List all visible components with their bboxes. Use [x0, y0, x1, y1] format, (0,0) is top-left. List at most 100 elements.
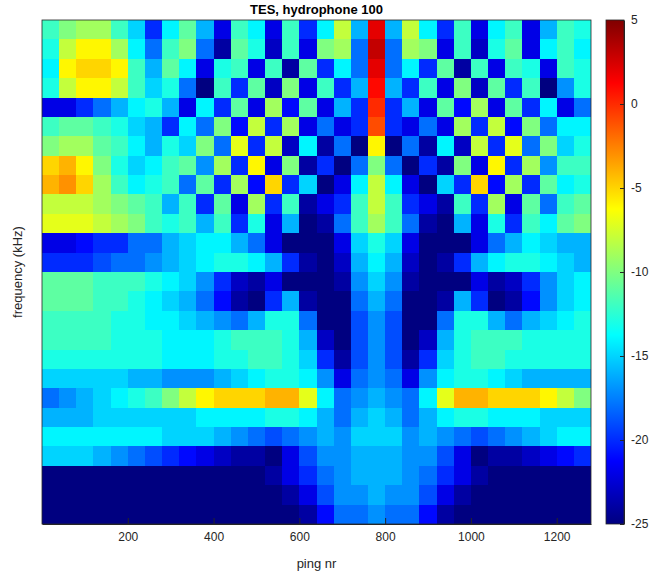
heatmap-cell — [265, 311, 283, 331]
colorbar-tick: -20 — [620, 433, 649, 447]
heatmap-cell — [437, 505, 455, 524]
heatmap-cell — [471, 311, 489, 331]
tick-mark — [214, 518, 215, 524]
heatmap-cell — [557, 136, 575, 156]
heatmap-cell — [574, 311, 591, 331]
heatmap-cell — [368, 350, 386, 370]
heatmap-cell — [540, 446, 558, 466]
heatmap-cell — [317, 78, 335, 98]
heatmap-cell — [179, 330, 197, 350]
heatmap-cell — [522, 485, 540, 505]
heatmap-cell — [471, 233, 489, 253]
heatmap-cell — [76, 136, 94, 156]
tick-label: -5 — [631, 181, 642, 195]
heatmap-cell — [557, 330, 575, 350]
heatmap-cell — [128, 369, 146, 389]
heatmap-cell — [59, 311, 77, 331]
heatmap-cell — [59, 466, 77, 486]
heatmap-cell — [419, 466, 437, 486]
heatmap-cell — [231, 466, 249, 486]
heatmap-cell — [471, 388, 489, 408]
heatmap-cell — [522, 136, 540, 156]
heatmap-cell — [334, 330, 352, 350]
heatmap-cell — [574, 233, 591, 253]
heatmap-cell — [248, 194, 266, 214]
heatmap-cell — [574, 466, 591, 486]
heatmap-cell — [351, 20, 369, 40]
heatmap-cell — [574, 136, 591, 156]
heatmap-cell — [402, 272, 420, 292]
heatmap-cell — [351, 330, 369, 350]
heatmap-cell — [505, 98, 523, 118]
heatmap-cell — [93, 253, 111, 273]
heatmap-cell — [265, 272, 283, 292]
heatmap-cell — [265, 253, 283, 273]
axis-line — [624, 21, 625, 525]
heatmap-cell — [368, 272, 386, 292]
heatmap-cell — [282, 330, 300, 350]
heatmap-cell — [522, 350, 540, 370]
heatmap-cell — [76, 194, 94, 214]
heatmap-cell — [179, 156, 197, 176]
heatmap-cell — [76, 505, 94, 524]
heatmap-cell — [145, 175, 163, 195]
heatmap-cell — [265, 330, 283, 350]
heatmap-cell — [419, 485, 437, 505]
heatmap-cell — [76, 253, 94, 273]
heatmap-cell — [540, 117, 558, 137]
heatmap-cell — [402, 388, 420, 408]
heatmap-cell — [162, 233, 180, 253]
heatmap-cell — [145, 253, 163, 273]
heatmap-cell — [368, 427, 386, 447]
heatmap-cell — [437, 272, 455, 292]
heatmap-cell — [214, 117, 232, 137]
heatmap-cell — [214, 505, 232, 524]
heatmap-cell — [505, 20, 523, 40]
heatmap-cell — [76, 39, 94, 59]
heatmap-cell — [248, 39, 266, 59]
heatmap-cell — [351, 253, 369, 273]
heatmap-cell — [368, 485, 386, 505]
heatmap-cell — [402, 291, 420, 311]
heatmap-cell — [231, 175, 249, 195]
heatmap-cell — [196, 136, 214, 156]
heatmap-cell — [505, 233, 523, 253]
heatmap-cell — [42, 291, 60, 311]
heatmap-cell — [248, 330, 266, 350]
heatmap-cell — [76, 330, 94, 350]
heatmap-cell — [385, 39, 403, 59]
heatmap-cell — [196, 98, 214, 118]
heatmap-cell — [317, 350, 335, 370]
heatmap-cell — [488, 330, 506, 350]
heatmap-cell — [317, 194, 335, 214]
heatmap-cell — [402, 311, 420, 331]
heatmap-cell — [454, 369, 472, 389]
x-axis: 20040060080010001200 — [43, 518, 592, 544]
heatmap-cell — [111, 194, 129, 214]
heatmap-cell — [402, 39, 420, 59]
heatmap-cell — [505, 291, 523, 311]
heatmap-cell — [145, 485, 163, 505]
heatmap-cell — [282, 427, 300, 447]
colorbar-tick: -5 — [620, 181, 642, 195]
heatmap-cell — [351, 369, 369, 389]
heatmap-cell — [557, 39, 575, 59]
heatmap-cell — [488, 505, 506, 524]
heatmap-cell — [214, 272, 232, 292]
heatmap-cell — [179, 233, 197, 253]
tick-label: 400 — [204, 530, 224, 544]
heatmap-cell — [419, 117, 437, 137]
heatmap-cell — [59, 505, 77, 524]
heatmap-cell — [93, 485, 111, 505]
heatmap-cell — [334, 466, 352, 486]
heatmap-cell — [145, 291, 163, 311]
heatmap-cell — [214, 59, 232, 79]
heatmap-cell — [557, 350, 575, 370]
heatmap-cell — [437, 253, 455, 273]
heatmap-cell — [248, 117, 266, 137]
heatmap-cell — [265, 39, 283, 59]
heatmap-cell — [162, 408, 180, 428]
heatmap-cell — [488, 253, 506, 273]
heatmap-cell — [351, 39, 369, 59]
heatmap-cell — [265, 485, 283, 505]
